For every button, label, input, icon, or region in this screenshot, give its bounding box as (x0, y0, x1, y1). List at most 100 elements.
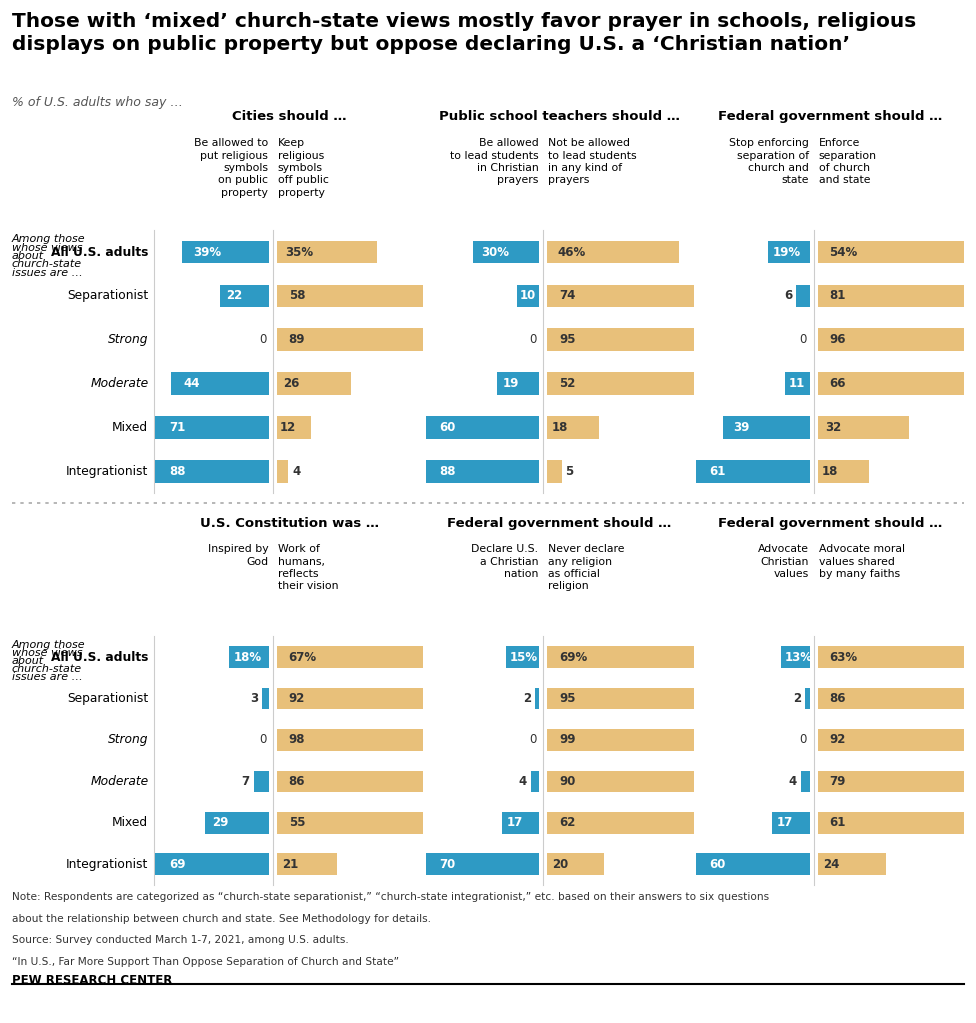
Text: 10: 10 (520, 290, 536, 303)
Text: issues are …: issues are … (12, 672, 82, 682)
Text: 67%: 67% (289, 651, 317, 664)
Text: 58: 58 (289, 290, 305, 303)
Bar (183, 240, 269, 264)
Text: 18: 18 (822, 464, 838, 478)
Text: issues are …: issues are … (12, 268, 82, 277)
Text: 32: 32 (825, 420, 841, 434)
Text: 98: 98 (289, 733, 305, 747)
Text: 19%: 19% (773, 246, 800, 259)
Text: Never declare
any religion
as official
religion: Never declare any religion as official r… (549, 544, 625, 591)
Text: 17: 17 (507, 816, 522, 830)
Text: % of U.S. adults who say …: % of U.S. adults who say … (12, 96, 183, 109)
Text: 46%: 46% (557, 246, 586, 259)
Bar (818, 372, 964, 395)
Bar (229, 647, 269, 668)
Bar (426, 459, 540, 483)
Text: All U.S. adults: All U.S. adults (51, 246, 148, 259)
Text: Federal government should …: Federal government should … (447, 517, 671, 530)
Text: 13%: 13% (785, 651, 812, 664)
Text: 99: 99 (559, 733, 576, 747)
Text: Not be allowed
to lead students
in any kind of
prayers: Not be allowed to lead students in any k… (549, 138, 637, 185)
Text: Advocate
Christian
values: Advocate Christian values (757, 544, 809, 579)
Bar (786, 372, 810, 395)
Text: Separationist: Separationist (67, 692, 148, 705)
Text: Among those: Among those (12, 640, 85, 651)
Bar (277, 459, 288, 483)
Text: 17: 17 (777, 816, 793, 830)
Text: 61: 61 (710, 464, 726, 478)
Text: 7: 7 (241, 774, 250, 788)
Text: 96: 96 (830, 333, 846, 346)
Text: “In U.S., Far More Support Than Oppose Separation of Church and State”: “In U.S., Far More Support Than Oppose S… (12, 957, 399, 967)
Text: 19: 19 (503, 377, 518, 390)
Text: 89: 89 (289, 333, 305, 346)
Bar (548, 647, 694, 668)
Text: 52: 52 (559, 377, 576, 390)
Bar (548, 853, 604, 875)
Text: 18%: 18% (234, 651, 262, 664)
Text: Inspired by
God: Inspired by God (208, 544, 268, 567)
Text: 63%: 63% (830, 651, 858, 664)
Bar (531, 770, 540, 792)
Text: 26: 26 (283, 377, 300, 390)
Text: 15%: 15% (510, 651, 539, 664)
Text: 39: 39 (734, 420, 750, 434)
Bar (548, 240, 678, 264)
Text: 69%: 69% (559, 651, 588, 664)
Text: Advocate moral
values shared
by many faiths: Advocate moral values shared by many fai… (819, 544, 905, 579)
Bar (723, 416, 810, 439)
Bar (772, 812, 810, 834)
Text: 4: 4 (292, 464, 301, 478)
Text: 35%: 35% (285, 246, 313, 259)
Bar (277, 284, 424, 307)
Text: Integrationist: Integrationist (66, 857, 148, 871)
Bar (796, 284, 810, 307)
Text: 11: 11 (789, 377, 804, 390)
Text: Stop enforcing
separation of
church and
state: Stop enforcing separation of church and … (729, 138, 809, 185)
Text: Federal government should …: Federal government should … (717, 517, 942, 530)
Bar (818, 770, 964, 792)
Bar (818, 853, 886, 875)
Text: PEW RESEARCH CENTER: PEW RESEARCH CENTER (12, 974, 172, 987)
Text: 54%: 54% (830, 246, 858, 259)
Text: Cities should …: Cities should … (232, 110, 346, 124)
Text: church-state: church-state (12, 664, 82, 674)
Text: Separationist: Separationist (67, 290, 148, 303)
Bar (277, 729, 424, 751)
Text: Among those: Among those (12, 234, 85, 244)
Text: 55: 55 (289, 816, 305, 830)
Text: Mixed: Mixed (112, 816, 148, 830)
Bar (548, 770, 694, 792)
Text: 6: 6 (785, 290, 793, 303)
Bar (517, 284, 540, 307)
Text: Moderate: Moderate (90, 774, 148, 788)
Bar (155, 459, 269, 483)
Bar (426, 416, 540, 439)
Bar (818, 284, 964, 307)
Text: 92: 92 (289, 692, 305, 705)
Bar (155, 416, 269, 439)
Bar (801, 770, 810, 792)
Bar (426, 853, 540, 875)
Bar (818, 328, 964, 351)
Text: 69: 69 (169, 857, 185, 871)
Bar (277, 240, 377, 264)
Text: 60: 60 (439, 420, 456, 434)
Text: 92: 92 (830, 733, 846, 747)
Text: All U.S. adults: All U.S. adults (51, 651, 148, 664)
Bar (767, 240, 810, 264)
Text: 29: 29 (213, 816, 228, 830)
Text: Work of
humans,
reflects
their vision: Work of humans, reflects their vision (278, 544, 339, 591)
Bar (221, 284, 269, 307)
Bar (548, 328, 694, 351)
Text: about the relationship between church and state. See Methodology for details.: about the relationship between church an… (12, 914, 430, 924)
Text: 86: 86 (289, 774, 305, 788)
Bar (277, 812, 424, 834)
Text: 0: 0 (259, 333, 266, 346)
Bar (155, 853, 269, 875)
Bar (277, 328, 424, 351)
Text: 22: 22 (226, 290, 242, 303)
Text: 4: 4 (518, 774, 527, 788)
Bar (548, 729, 694, 751)
Text: 81: 81 (830, 290, 846, 303)
